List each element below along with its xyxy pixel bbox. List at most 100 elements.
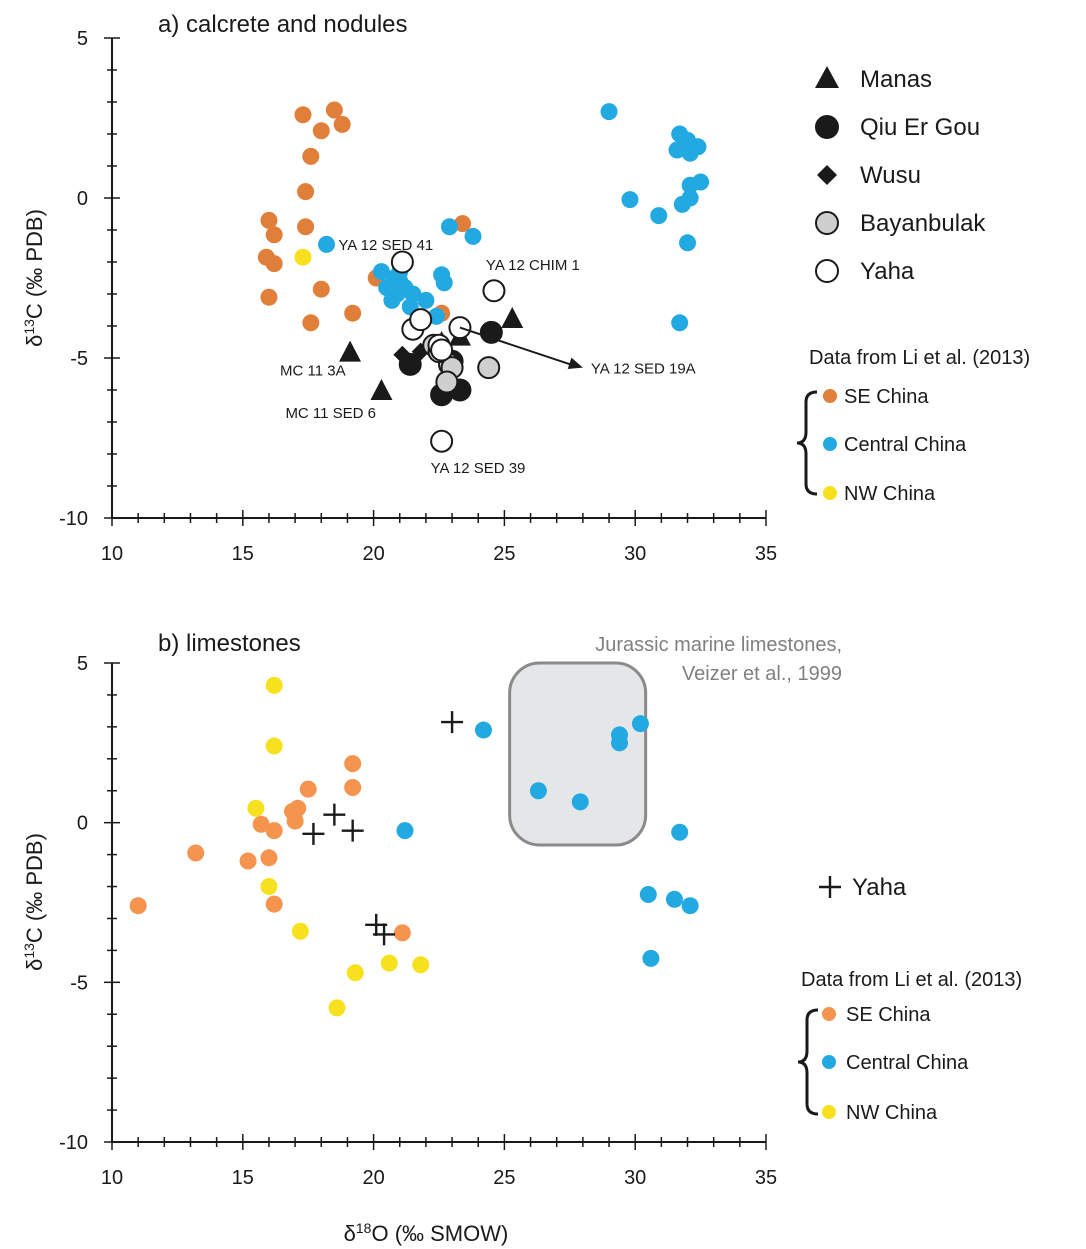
central-china-point [417, 291, 435, 309]
annotation-arrowhead [567, 357, 583, 369]
se-china-point [265, 895, 283, 913]
central-china-point [679, 234, 697, 252]
panel-a-data-points [257, 101, 710, 453]
se-china-point [344, 304, 362, 322]
central-china-point [681, 897, 699, 915]
se-china-point [129, 897, 147, 915]
y-tick-label-a: 0 [77, 188, 88, 210]
se-china-point [312, 122, 330, 140]
se-china-point [297, 183, 315, 201]
panel-a-legend: Manas Qiu Er Gou Wusu Bayanbulak Yaha [815, 66, 986, 285]
central-china-point [600, 103, 618, 121]
legend-se-china-b-marker [822, 1007, 836, 1021]
panel-b-data-points [129, 676, 699, 1017]
annotation-label: YA 12 CHIM 1 [486, 257, 580, 274]
central-china-point [668, 141, 686, 159]
se-china-point [299, 780, 317, 798]
annotation-label: YA 12 SED 19A [591, 361, 696, 378]
nw-china-point [265, 676, 283, 694]
se-china-point [260, 849, 278, 867]
x-tick-label-a: 30 [624, 543, 646, 565]
central-china-point [681, 176, 699, 194]
y-tick-label-b: -5 [70, 972, 88, 994]
yaha-point [341, 819, 364, 842]
central-china-point [396, 822, 414, 840]
central-china-point [464, 227, 482, 245]
se-china-point [265, 822, 283, 840]
se-china-point [325, 101, 343, 119]
annotation-arrow [459, 326, 578, 368]
nw-china-point [294, 248, 312, 266]
x-tick-label-b: 10 [101, 1167, 123, 1189]
central-china-point [529, 782, 547, 800]
y-tick-label-a: -10 [59, 508, 88, 530]
legend-se-china-a-marker [823, 389, 837, 403]
legend-se-china-a-label: SE China [844, 386, 929, 408]
legend-qiu-er-gou-marker [815, 115, 839, 139]
legend-central-china-b-label: Central China [846, 1052, 969, 1074]
central-china-point [639, 886, 657, 904]
legend-yaha-marker [815, 259, 839, 283]
yaha-point [430, 429, 454, 453]
region-label-line1: Jurassic marine limestones, [595, 634, 842, 656]
panel-b-legend: Yaha [819, 874, 907, 901]
se-china-point [260, 288, 278, 306]
panel-b: b) limestones Jurassic marine limestones… [21, 630, 1022, 1246]
se-china-point [294, 106, 312, 124]
panel-b-title: b) limestones [158, 630, 301, 657]
bayanbulak-point [435, 370, 459, 394]
legend-yaha-plus-marker [819, 876, 841, 898]
panel-a: a) calcrete and nodules 10 15 20 25 30 35 5 0 -5… [21, 11, 1030, 565]
x-tick-label-a: 35 [755, 543, 777, 565]
jurassic-limestone-region [508, 661, 648, 847]
central-china-point [571, 793, 589, 811]
legend-bayanbulak-label: Bayanbulak [860, 210, 986, 237]
x-tick-label-b: 20 [362, 1167, 384, 1189]
y-tick-label-a: 5 [77, 28, 88, 50]
se-china-point [265, 255, 283, 273]
central-china-point [611, 734, 629, 752]
x-tick-label-b: 35 [755, 1167, 777, 1189]
nw-china-point [328, 999, 346, 1017]
central-china-point [671, 823, 689, 841]
yaha-point [441, 711, 464, 734]
legend-manas-marker [815, 66, 839, 88]
central-china-point [435, 274, 453, 292]
yaha-point [430, 338, 454, 362]
panel-b-axes: 10 15 20 25 30 35 5 0 -5 -10 [59, 653, 777, 1189]
panel-b-y-axis-label: δ13C (‰ PDB) [21, 833, 47, 971]
legend-nw-china-b-marker [822, 1105, 836, 1119]
central-china-point [440, 218, 458, 236]
panel-a-y-axis-label: δ13C (‰ PDB) [21, 209, 47, 347]
manas-point [339, 340, 362, 362]
x-tick-label-a: 20 [362, 543, 384, 565]
manas-point [370, 379, 393, 400]
y-tick-label-b: 0 [77, 813, 88, 835]
x-tick-label-a: 25 [493, 543, 515, 565]
nw-china-point [247, 799, 265, 817]
legend-wusu-marker [817, 165, 837, 185]
central-china-point [631, 715, 649, 733]
y-tick-label-b: 5 [77, 653, 88, 675]
se-china-point [312, 280, 330, 298]
panel-b-source-legend: Data from Li et al. (2013) SE China Cent… [797, 969, 1022, 1124]
legend-nw-china-b-label: NW China [846, 1102, 938, 1124]
x-tick-label-b: 30 [624, 1167, 646, 1189]
se-china-point [289, 799, 307, 817]
se-china-point [302, 147, 320, 165]
legend-yaha-b-label: Yaha [852, 874, 907, 901]
central-china-point [391, 272, 409, 290]
legend-central-china-a-label: Central China [844, 434, 967, 456]
panel-a-annotations: YA 12 SED 41 YA 12 CHIM 1 YA 12 SED 19A MC … [280, 237, 696, 477]
annotation-label: MC 11 3A [280, 363, 346, 380]
central-china-point [318, 235, 336, 253]
legend-bayanbulak-marker [815, 211, 839, 235]
legend-central-china-b-marker [822, 1055, 836, 1069]
legend-yaha-label: Yaha [860, 258, 915, 285]
central-china-point [642, 949, 660, 967]
central-china-point [621, 191, 639, 209]
central-china-point [671, 314, 689, 332]
region-label-line2: Veizer et al., 1999 [682, 663, 842, 685]
legend-se-china-b-label: SE China [846, 1004, 931, 1026]
